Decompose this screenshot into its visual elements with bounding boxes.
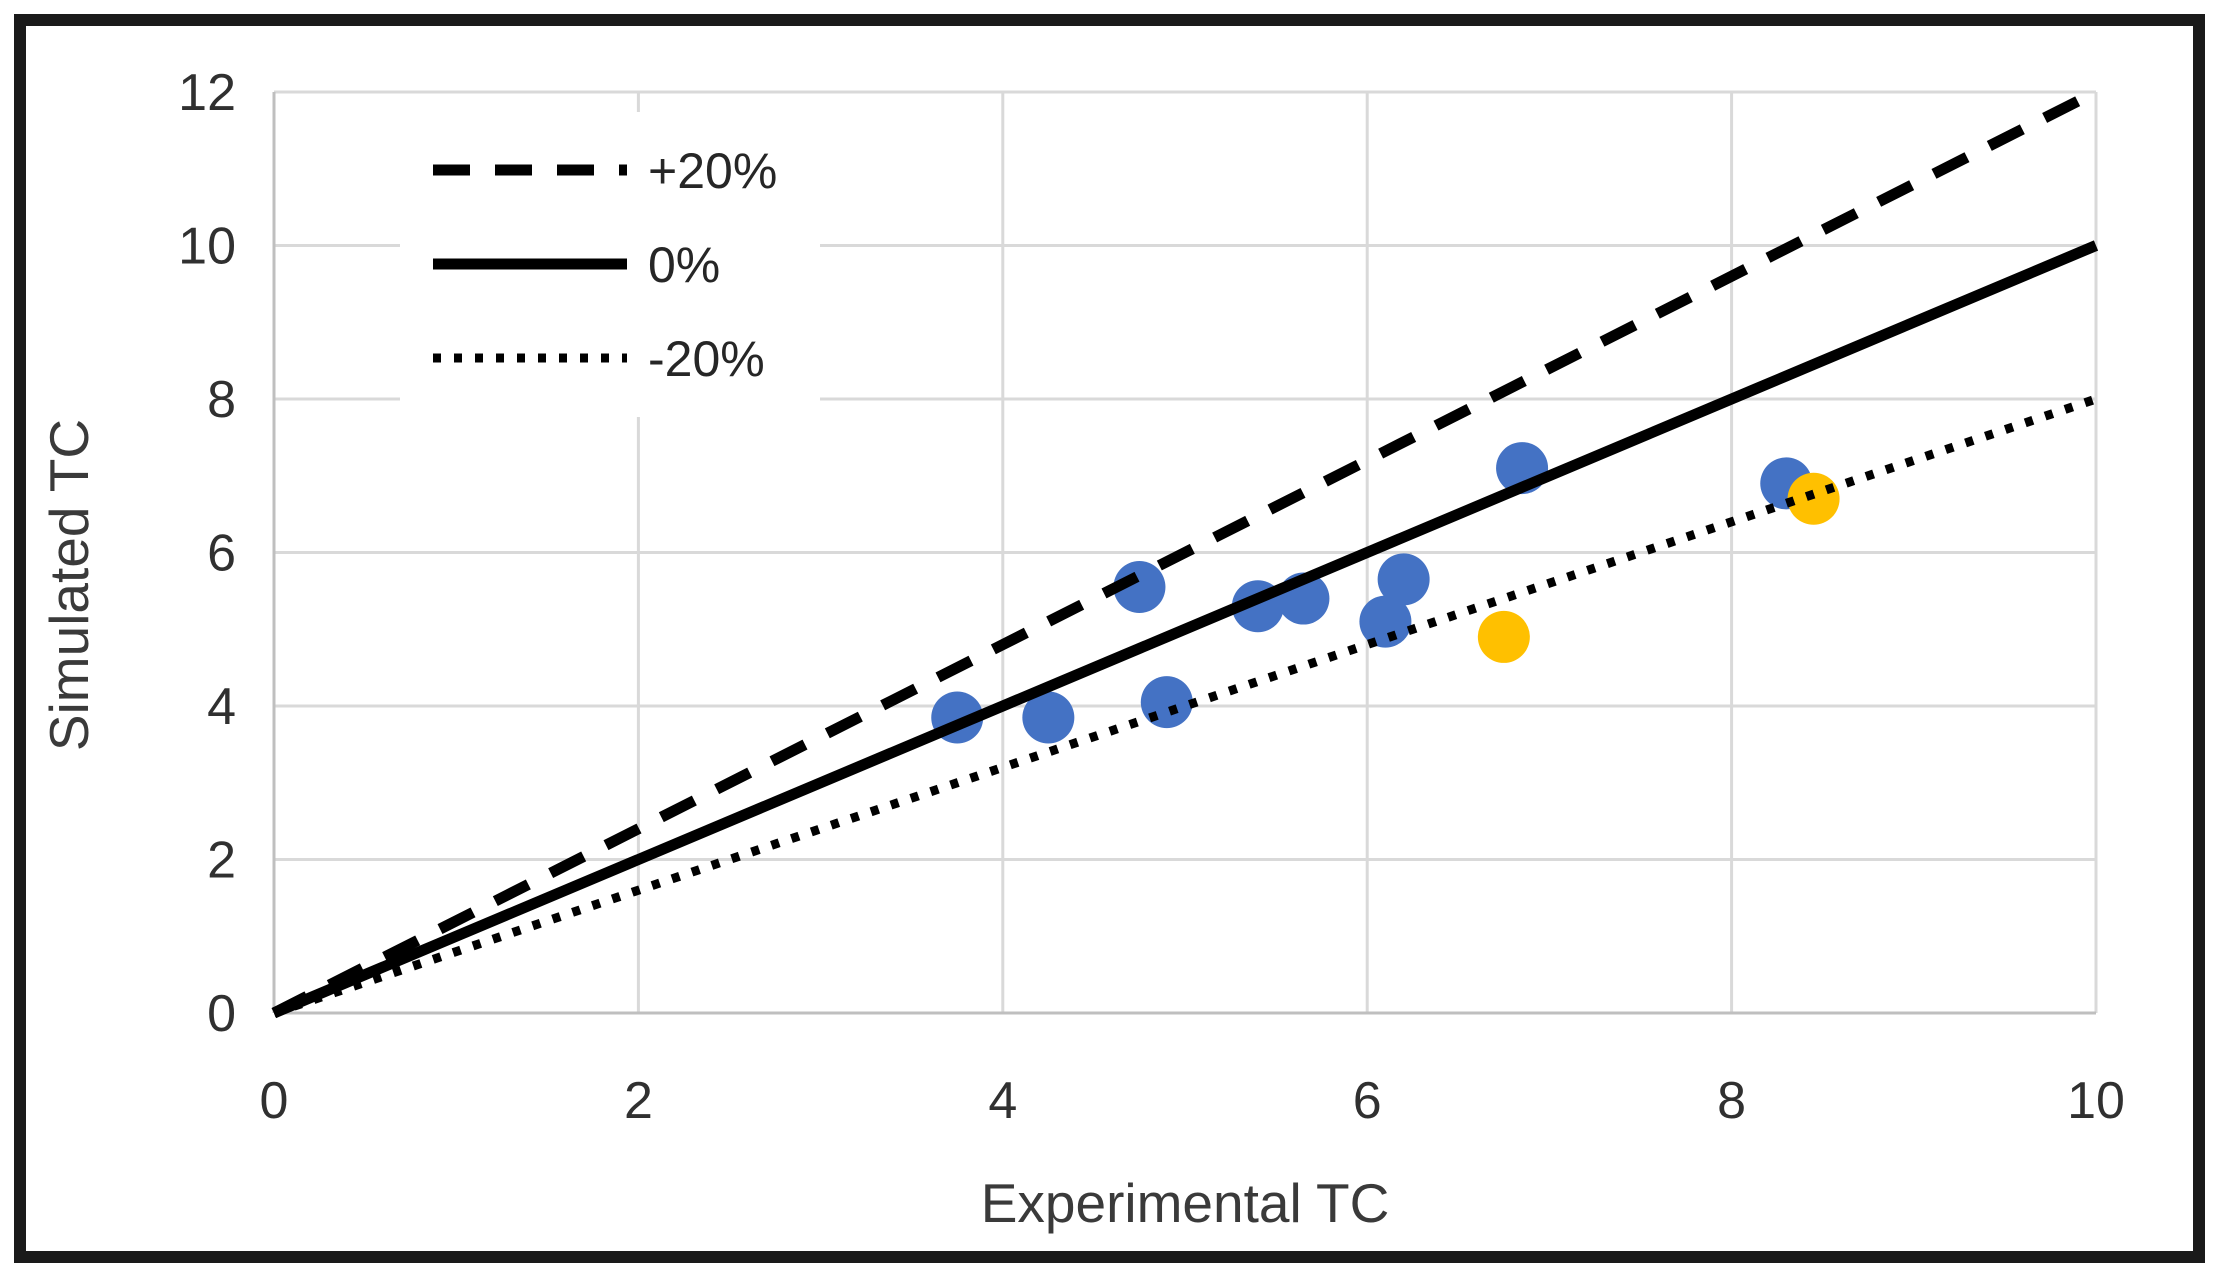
y-tick-label: 10 — [178, 218, 236, 276]
blue-markers-point — [1377, 553, 1430, 606]
legend-label-minus20: -20% — [648, 331, 765, 387]
blue-markers-point — [1140, 676, 1193, 729]
blue-markers-point — [1022, 691, 1075, 744]
x-tick-label: 4 — [988, 1072, 1017, 1130]
y-tick-label: 2 — [207, 832, 236, 890]
legend-label-zero: 0% — [648, 237, 720, 293]
x-tick-label: 0 — [260, 1072, 289, 1130]
x-tick-label: 6 — [1353, 1072, 1382, 1130]
legend-label-plus20: +20% — [648, 143, 777, 199]
reference-line-20 — [272, 394, 2098, 1018]
y-tick-label: 4 — [207, 678, 236, 736]
blue-markers-point — [1113, 561, 1166, 614]
y-tick-label: 12 — [178, 64, 236, 122]
x-tick-label: 10 — [2067, 1072, 2125, 1130]
x-tick-label: 8 — [1717, 1072, 1746, 1130]
y-tick-label: 8 — [207, 371, 236, 429]
reference-line-0 — [271, 240, 2099, 1019]
y-tick-label: 6 — [207, 525, 236, 583]
legend: +20% 0% -20% — [400, 112, 820, 417]
orange-markers-point — [1477, 610, 1530, 663]
reference-line-20 — [271, 87, 2099, 1018]
x-tick-label: 2 — [624, 1072, 653, 1130]
x-axis-title: Experimental TC — [981, 1172, 1390, 1234]
blue-markers-point — [1359, 595, 1412, 648]
plot-layer: 0 2 4 6 8 10 12 0 2 4 6 8 10 — [178, 64, 2125, 1130]
y-tick-label: 0 — [207, 985, 236, 1043]
y-axis-title: Simulated TC — [38, 419, 100, 751]
